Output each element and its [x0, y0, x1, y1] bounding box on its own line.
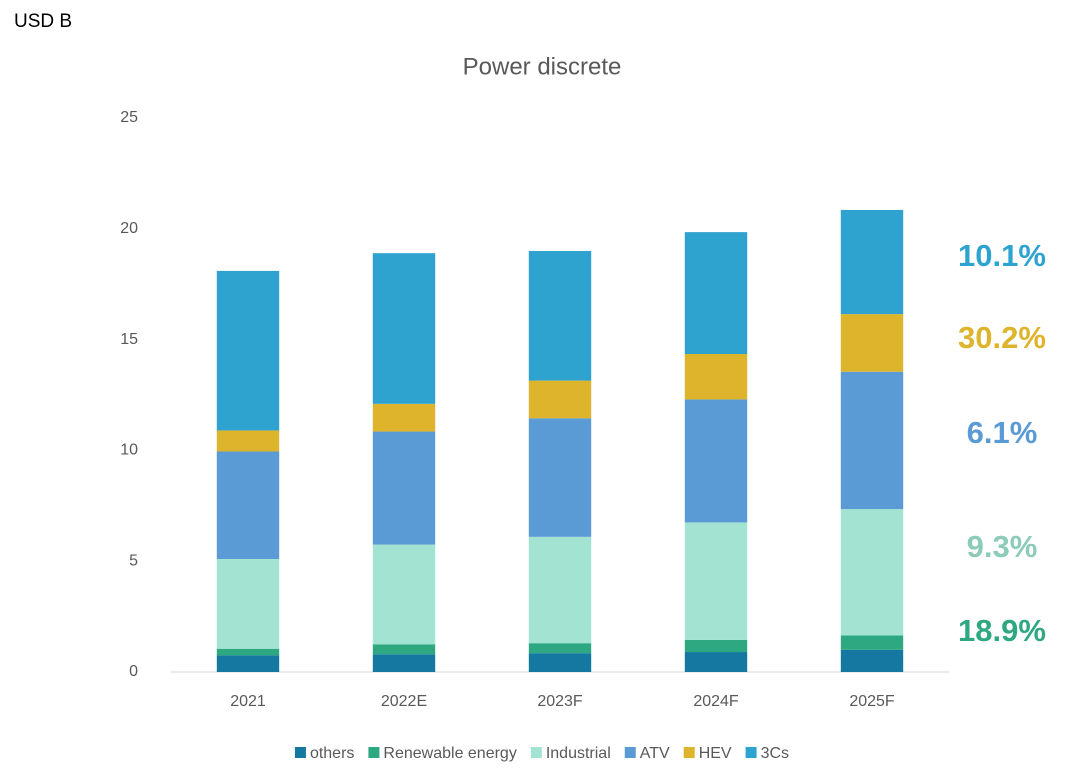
bar-segment — [372, 403, 436, 432]
bar-segment — [216, 451, 280, 559]
bar-segment — [528, 643, 592, 654]
bar-segment — [372, 544, 436, 645]
bar-segment — [684, 522, 748, 640]
bar-segment — [684, 399, 748, 523]
legend-label: HEV — [699, 745, 732, 762]
y-tick-label: 15 — [120, 331, 138, 348]
x-tick-label: 2022E — [381, 693, 427, 710]
annotation: 30.2% — [958, 320, 1046, 355]
y-axis-label: USD B — [14, 11, 72, 32]
x-tick-label: 2025F — [849, 693, 895, 710]
bar-segment — [840, 509, 904, 636]
bar-segment — [372, 253, 436, 404]
x-tick-label: 2024F — [693, 693, 739, 710]
legend-label: Renewable energy — [383, 745, 516, 762]
bar-segment — [216, 430, 280, 452]
bar-segment — [528, 250, 592, 381]
bar-segment — [216, 655, 280, 672]
bar-segment — [684, 354, 748, 400]
bar-segment — [840, 314, 904, 372]
legend-label: ATV — [640, 745, 670, 762]
annotation: 6.1% — [967, 415, 1038, 450]
y-tick-label: 20 — [120, 220, 138, 237]
bar-segment — [216, 558, 280, 649]
bar-segment — [216, 270, 280, 431]
legend-swatch — [368, 747, 380, 758]
bar-segment — [684, 652, 748, 672]
bar-segment — [528, 418, 592, 537]
bar-segment — [684, 232, 748, 355]
annotation: 9.3% — [967, 529, 1038, 564]
annotation: 18.9% — [958, 613, 1046, 648]
bar-segment — [840, 649, 904, 672]
bar-segment — [372, 654, 436, 672]
legend-swatch — [294, 747, 306, 758]
annotation: 10.1% — [958, 238, 1046, 273]
bar-segment — [528, 536, 592, 644]
legend-swatch — [683, 747, 695, 758]
y-tick-label: 0 — [129, 663, 138, 680]
legend-swatch — [624, 747, 636, 758]
bar-segment — [840, 209, 904, 315]
bar-segment — [840, 635, 904, 650]
bar-segment — [840, 371, 904, 510]
bar-segment — [528, 380, 592, 419]
bar-segment — [528, 653, 592, 672]
bar-segment — [372, 644, 436, 655]
legend-swatch — [530, 747, 542, 758]
x-tick-label: 2021 — [230, 693, 266, 710]
x-tick-label: 2023F — [537, 693, 583, 710]
bar-segment — [372, 431, 436, 545]
bar-segment — [684, 639, 748, 653]
y-tick-label: 10 — [120, 442, 138, 459]
legend-label: Industrial — [546, 745, 611, 762]
y-tick-label: 5 — [129, 552, 138, 569]
y-tick-label: 25 — [120, 109, 138, 126]
legend-label: 3Cs — [761, 745, 789, 762]
chart-title: Power discrete — [463, 53, 622, 80]
legend-label: others — [310, 745, 354, 762]
legend-swatch — [745, 747, 757, 758]
bar-segment — [216, 648, 280, 656]
